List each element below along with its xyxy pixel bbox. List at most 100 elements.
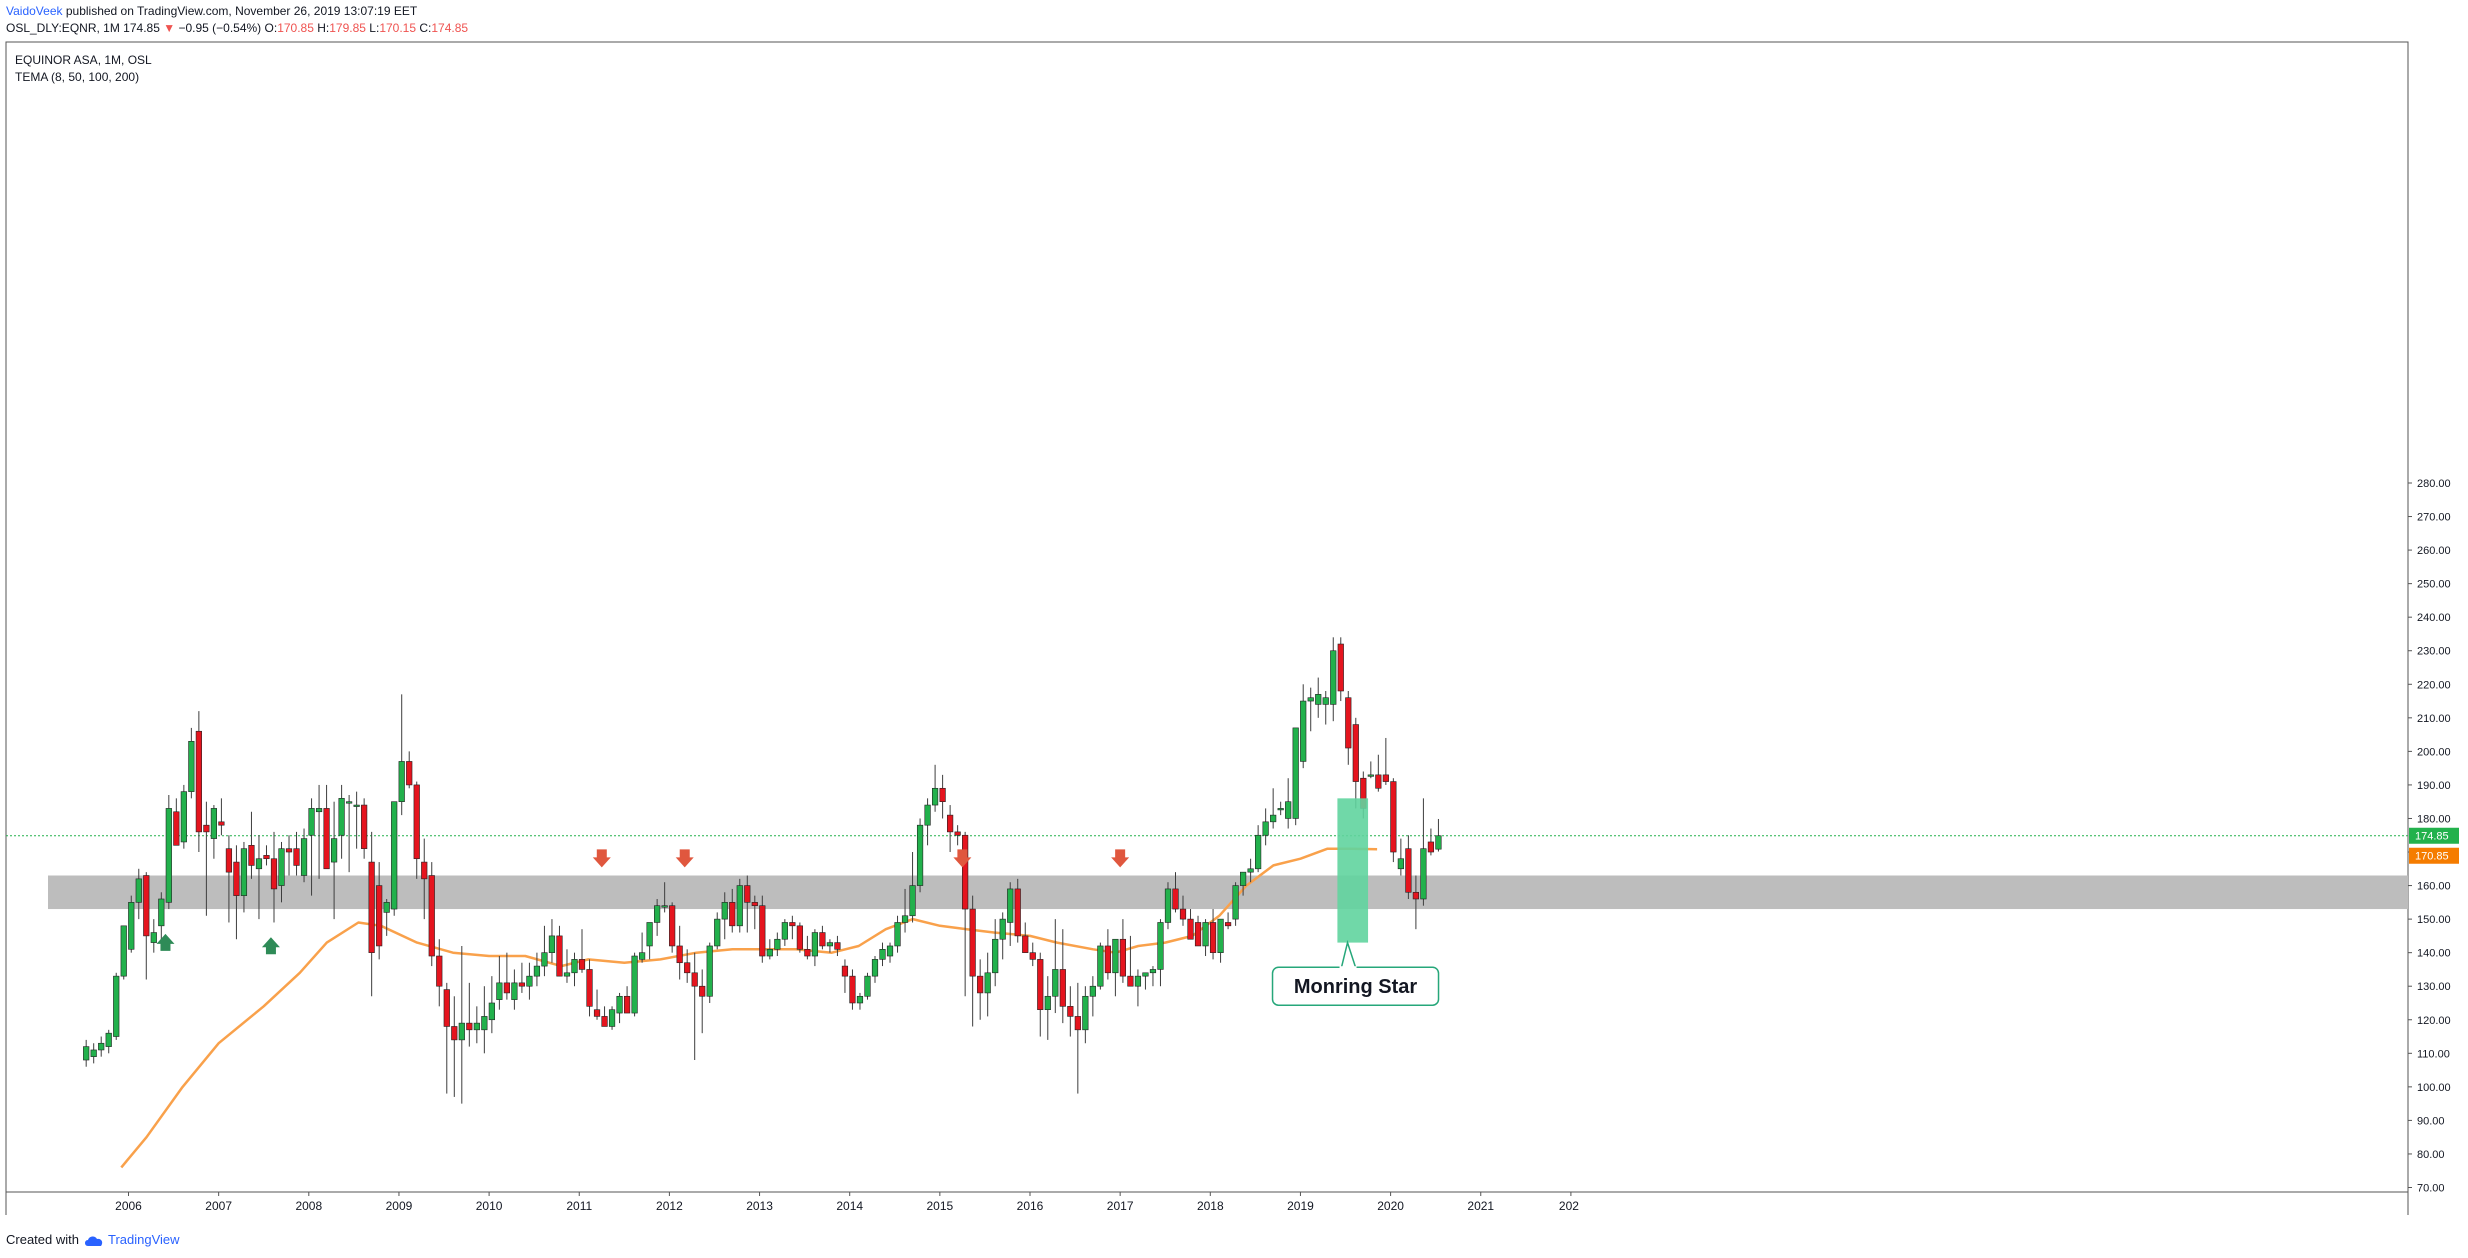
x-tick-label: 2017 — [1107, 1199, 1134, 1213]
candle-body — [1172, 888, 1179, 910]
candle — [691, 952, 698, 1061]
candle — [1232, 882, 1239, 926]
candle-body — [1164, 888, 1172, 923]
candle — [383, 898, 390, 936]
candle — [826, 939, 834, 953]
candle — [1014, 878, 1021, 943]
candle-body — [541, 952, 548, 967]
y-tick-label: 270.00 — [2417, 512, 2451, 524]
x-tick-label: 2014 — [836, 1199, 863, 1213]
candle — [1345, 690, 1352, 765]
candle — [661, 882, 668, 913]
candle — [436, 939, 443, 1007]
candle — [218, 798, 225, 836]
candle-body — [819, 932, 826, 947]
candle — [1307, 687, 1314, 732]
candle-body — [1209, 922, 1217, 953]
price-chart[interactable]: EQUINOR ASA, 1M, OSL TEMA (8, 50, 100, 2… — [0, 0, 2468, 1225]
candle-body — [368, 861, 375, 953]
candle-body — [443, 989, 450, 1027]
candle-body — [1427, 841, 1435, 853]
candle-body — [98, 1042, 105, 1051]
author-link[interactable]: VaidoVeek — [6, 4, 63, 18]
candle-body — [1382, 774, 1389, 782]
candle-body — [1059, 969, 1066, 1007]
candle — [406, 751, 413, 789]
candle-body — [608, 1009, 616, 1027]
candle-body — [330, 838, 338, 863]
candle-body — [353, 804, 360, 807]
candle-body — [143, 875, 150, 937]
candle — [1255, 825, 1262, 873]
candle-body — [518, 982, 526, 987]
candle-body — [781, 922, 788, 940]
candle — [1029, 942, 1036, 967]
candle-body — [210, 808, 217, 839]
candle — [759, 895, 766, 963]
candle-body — [1322, 697, 1329, 705]
candle-body — [1082, 995, 1089, 1031]
candle-body — [488, 1002, 495, 1021]
candle-body — [804, 949, 811, 957]
candle-body — [879, 949, 886, 960]
candle — [248, 811, 255, 879]
candle-body — [113, 975, 120, 1037]
tema-badge-text: 170.85 — [2415, 851, 2449, 863]
candle — [849, 969, 856, 1010]
candle-body — [954, 831, 961, 836]
published-text: published on TradingView.com, November 2… — [65, 4, 418, 18]
candle — [1149, 966, 1157, 987]
candle — [954, 825, 961, 846]
candle — [173, 798, 180, 846]
candle-body — [361, 804, 368, 849]
candle-body — [631, 955, 638, 1014]
candle — [315, 784, 323, 879]
candle — [556, 925, 563, 977]
x-tick-label: 2020 — [1377, 1199, 1404, 1213]
candle-body — [1067, 1006, 1074, 1017]
candle — [646, 922, 653, 960]
candle-body — [1255, 834, 1262, 870]
candle — [451, 996, 458, 1097]
candle-body — [1179, 908, 1187, 920]
candle-body — [916, 824, 924, 886]
open-label: O: — [264, 21, 278, 35]
candle-body — [1052, 969, 1059, 997]
candle — [1300, 684, 1307, 769]
candle-body — [270, 858, 278, 890]
candle — [1420, 798, 1427, 906]
symbol-label: OSL_DLY:EQNR, 1M — [6, 21, 120, 35]
y-tick-label: 130.00 — [2417, 981, 2451, 993]
candle — [879, 942, 886, 967]
candle — [1209, 909, 1217, 960]
candle — [1277, 801, 1284, 816]
y-tick-label: 190.00 — [2417, 780, 2451, 792]
candle — [744, 875, 751, 933]
candle-body — [999, 918, 1006, 940]
tradingview-brand-link[interactable]: TradingView — [108, 1232, 180, 1247]
candle — [1262, 808, 1269, 846]
candle-body — [278, 848, 285, 886]
candle-body — [1375, 774, 1382, 789]
x-tick-label: 2009 — [386, 1199, 413, 1213]
x-tick-label: 2006 — [115, 1199, 142, 1213]
candle-body — [188, 741, 195, 792]
candle-body — [263, 855, 270, 860]
candle-body — [759, 905, 766, 957]
candle — [458, 945, 465, 1104]
candle — [804, 935, 811, 960]
arrow-down-icon — [592, 849, 611, 868]
candle-body — [977, 975, 984, 994]
candle — [1104, 929, 1111, 980]
price-badges-layer: 174.85 170.85 — [2409, 827, 2459, 864]
candle — [789, 915, 796, 940]
candle-body — [1300, 700, 1307, 762]
y-tick-label: 210.00 — [2417, 713, 2451, 725]
candle-body — [105, 1032, 112, 1047]
candle-body — [1367, 774, 1374, 777]
candle-body — [984, 972, 991, 994]
candle — [1337, 637, 1344, 702]
high-label: H: — [317, 21, 330, 35]
candle — [158, 892, 165, 943]
y-tick-label: 200.00 — [2417, 746, 2451, 758]
